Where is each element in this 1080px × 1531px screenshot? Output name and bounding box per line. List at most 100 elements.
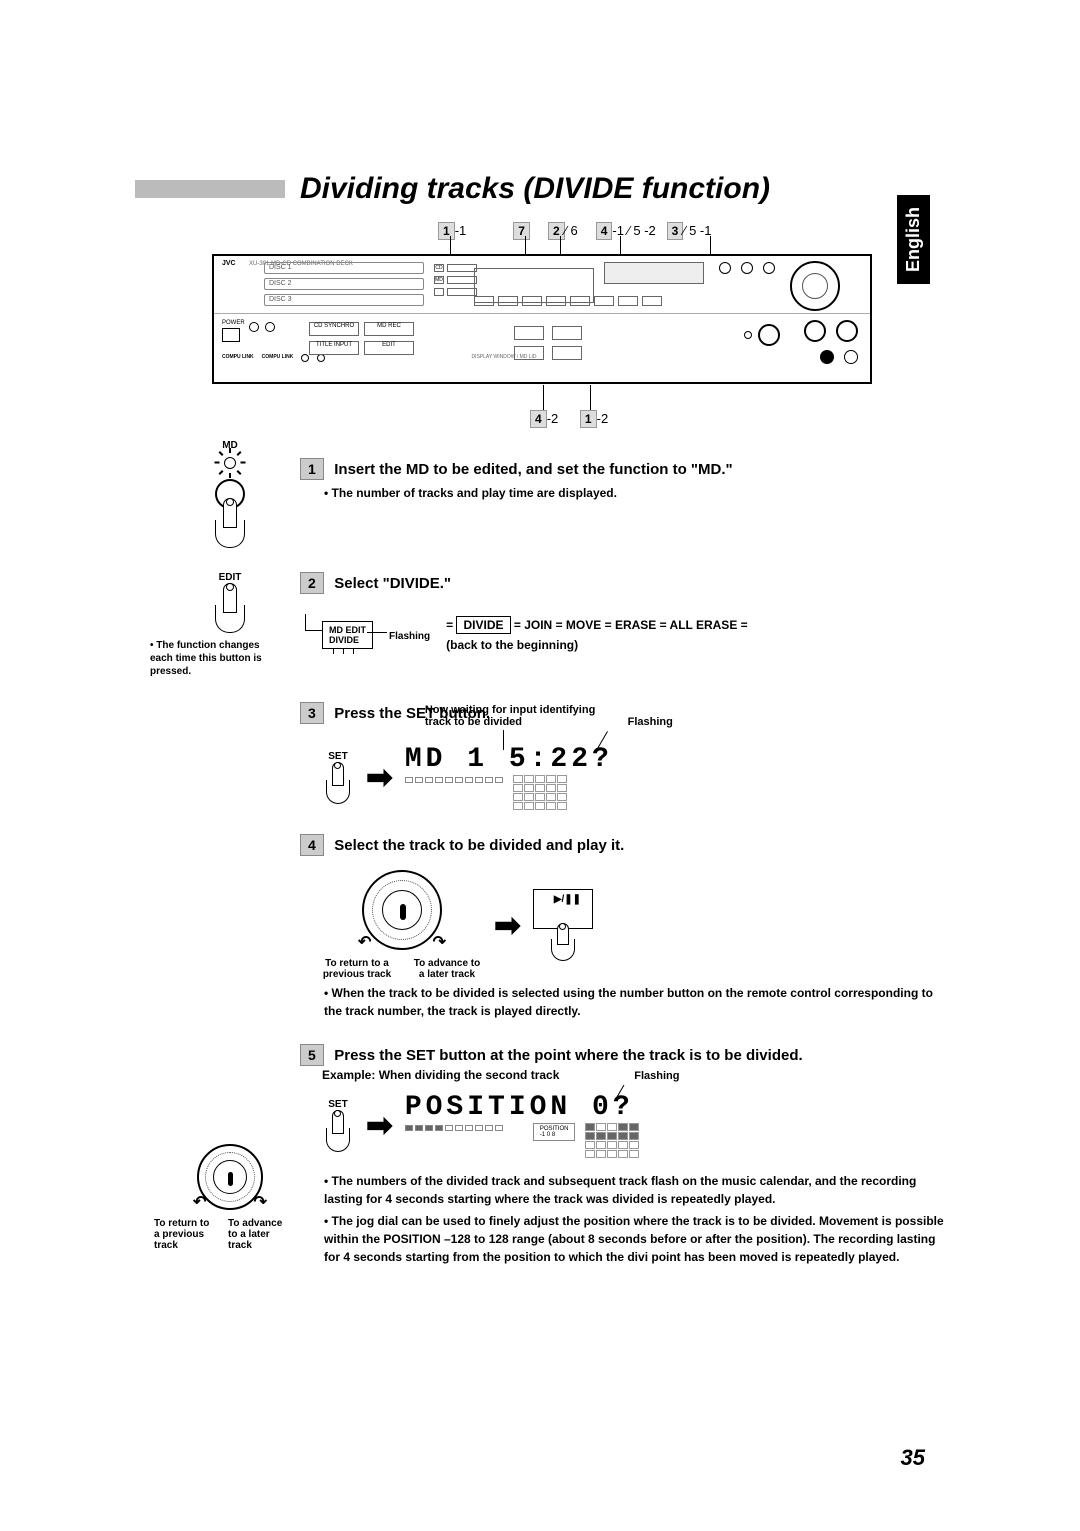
lcd-text-5: POSITION 0? — [405, 1092, 640, 1123]
disc-label-2: DISC 2 — [269, 280, 292, 287]
disc-label-1: DISC 1 — [269, 264, 292, 271]
compulink-2: COMPU LINK — [262, 354, 294, 362]
tiny-btn — [498, 296, 518, 306]
jog-label-left: To return to a previous track — [154, 1218, 216, 1251]
tiny-btn — [474, 296, 494, 306]
power-label: POWER — [222, 320, 245, 326]
lcd-meta — [405, 777, 503, 783]
callout-line — [620, 236, 621, 254]
language-tab: English — [897, 195, 930, 284]
flashing-label-5: Flashing — [634, 1070, 679, 1082]
callout-4-sub: -1 ⁄ 5 -2 — [612, 223, 655, 238]
jog-notch — [400, 904, 406, 920]
input-jack — [844, 350, 858, 364]
deck-small-buttons — [474, 296, 662, 306]
lead-line — [503, 730, 504, 750]
lead-line — [305, 630, 323, 631]
jog-label-right: To advance to a later track — [412, 958, 482, 980]
opt-erase: ERASE — [615, 618, 656, 632]
input-knob — [836, 320, 858, 342]
phones-knob — [804, 320, 826, 342]
hand-icon — [322, 762, 354, 804]
power-btn — [222, 328, 240, 342]
hand-icon — [322, 1110, 354, 1152]
hand-icon — [547, 923, 579, 961]
small-knob — [763, 262, 775, 274]
arrow-icon: ➡ — [366, 758, 393, 796]
callout-7: 7 — [513, 222, 530, 240]
tiny-btn — [570, 296, 590, 306]
callout-4: 4 — [596, 222, 613, 240]
step-5-bullet-1: The numbers of the divided track and sub… — [324, 1172, 950, 1208]
step-3: 3 Press the SET button. SET ➡ Now waitin… — [160, 702, 950, 810]
edit-display: MD EDIT DIVIDE — [322, 621, 373, 649]
deck-brand: JVC — [222, 260, 236, 267]
disc-label-3: DISC 3 — [269, 296, 292, 303]
step-5-bullet-2: The jog dial can be used to finely adjus… — [324, 1212, 950, 1266]
opt-allerase: ALL ERASE — [670, 618, 738, 632]
step-5: ↶↷ To return to a previous track To adva… — [160, 1044, 950, 1266]
edit-display-bottom: DIVIDE — [329, 635, 366, 645]
step-2-note: • The function changes each time this bu… — [150, 639, 280, 678]
callout-3-sub: ⁄ 5 -1 — [683, 223, 711, 238]
callout-b1-sub: -2 — [597, 411, 609, 426]
transport-btn — [552, 346, 582, 360]
lead-line — [305, 614, 306, 630]
steps-content: MD 1 Insert the MD to be edited, and set… — [160, 440, 950, 1276]
deck-illustration: JVC XU-301 MD-CD COMBINATION DECK DISC 1… — [212, 254, 872, 384]
small-knob — [719, 262, 731, 274]
lcd-display-3: Now waiting for input identifying track … — [405, 744, 613, 810]
hand-icon — [211, 498, 249, 548]
callout-1-sub: -1 — [455, 223, 467, 238]
aux-slot-btn — [447, 288, 477, 296]
jog-label-right: To advance to a later track — [228, 1218, 290, 1251]
hand-icon — [211, 583, 249, 633]
tiny-btn — [594, 296, 614, 306]
transport-btn — [552, 326, 582, 340]
transport-btn — [514, 326, 544, 340]
callout-b4: 4 — [530, 410, 547, 428]
callout-line — [590, 385, 591, 410]
deck-btn: MD REC — [364, 322, 414, 336]
rec-level-knob — [758, 324, 780, 346]
tiny-btn — [642, 296, 662, 306]
led — [249, 322, 259, 332]
step-num-3: 3 — [300, 702, 324, 724]
jog-label-left: To return to a previous track — [322, 958, 392, 980]
position-box: POSITION-1 0 8 — [533, 1123, 576, 1141]
callout-line — [450, 236, 451, 254]
jog-dial — [790, 261, 840, 311]
opt-sep: = — [741, 618, 748, 632]
edit-options: = DIVIDE = JOIN = MOVE = ERASE = ALL ERA… — [446, 618, 748, 652]
tiny-btn — [618, 296, 638, 306]
step-title-1: Insert the MD to be edited, and set the … — [334, 461, 732, 478]
lcd-display-5: Flashing POSITION 0? POSITION-1 0 8 — [405, 1092, 640, 1158]
md-slot-btn — [447, 276, 477, 284]
deck-btn: CD SYNCHRO — [309, 322, 359, 336]
step-num-2: 2 — [300, 572, 324, 594]
opt-sep: = — [446, 618, 453, 632]
deck-btn: EDIT — [364, 341, 414, 355]
callout-line — [525, 236, 526, 254]
led — [317, 354, 325, 362]
step-title-4: Select the track to be divided and play … — [334, 837, 624, 854]
step-title-2: Select "DIVIDE." — [334, 575, 451, 592]
opt-sep: = — [660, 618, 670, 632]
callouts-top: 1-1 7 2⁄ 6 4-1 ⁄ 5 -2 3⁄ 5 -1 — [438, 222, 712, 240]
flashing-label: Flashing — [389, 631, 430, 642]
callout-2-sub: ⁄ 6 — [565, 223, 578, 238]
callout-b1: 1 — [580, 410, 597, 428]
callout-b4-sub: -2 — [547, 411, 559, 426]
flashing-label-3: Flashing — [628, 716, 673, 728]
music-calendar — [513, 775, 567, 810]
callout-line — [543, 385, 544, 410]
led — [744, 331, 752, 339]
step-1: MD 1 Insert the MD to be edited, and set… — [160, 440, 950, 548]
lcd-meta — [405, 1125, 503, 1131]
lead-line — [367, 632, 387, 633]
callout-line — [560, 236, 561, 254]
play-pause-symbol: ▶/❚❚ — [554, 894, 581, 905]
opt-sep: = — [556, 618, 566, 632]
tiny-btn — [522, 296, 542, 306]
opt-join: JOIN — [524, 618, 552, 632]
